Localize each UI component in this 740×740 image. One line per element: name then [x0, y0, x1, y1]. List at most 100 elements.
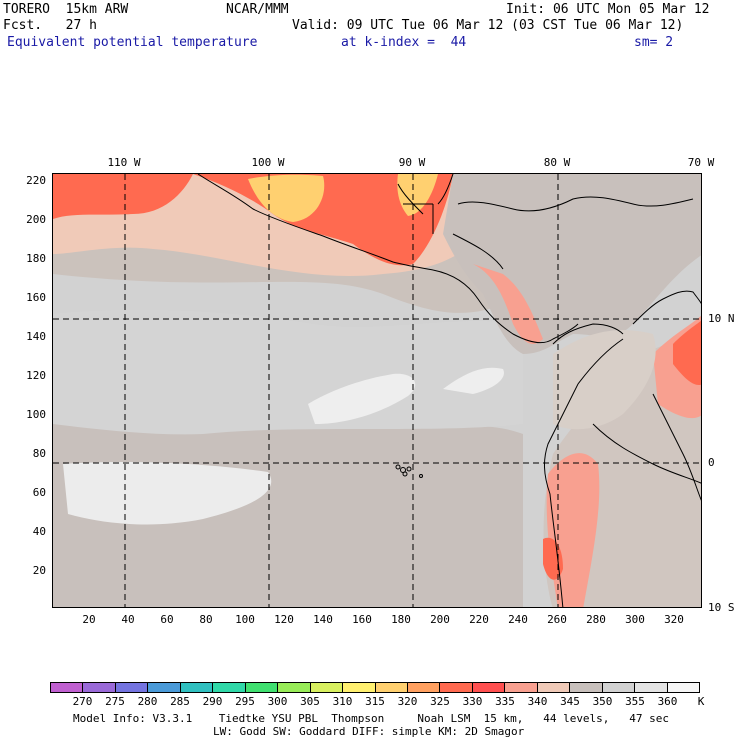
coast-venezuela [632, 290, 701, 325]
physics-info-line: LW: Godd SW: Goddard DIFF: simple KM: 2D… [213, 725, 525, 738]
y-tick-100: 100 [26, 408, 46, 421]
color-swatch-12 [440, 683, 473, 692]
lat-label-10s: 10 S [708, 601, 735, 614]
coast-south-america-west [544, 338, 624, 607]
theta-e-map [53, 174, 701, 607]
x-tick-200: 200 [430, 613, 450, 626]
lat-label-0: 0 [708, 456, 715, 469]
color-swatch-14 [505, 683, 538, 692]
y-tick-180: 180 [26, 252, 46, 265]
x-tick-280: 280 [586, 613, 606, 626]
x-tick-240: 240 [508, 613, 528, 626]
color-swatch-18 [635, 683, 668, 692]
color-legend-label-310: 310 [332, 695, 353, 708]
y-tick-20: 20 [32, 564, 46, 577]
coast-mexico [197, 174, 434, 271]
model-title: TORERO 15km ARW [3, 2, 129, 17]
color-swatch-2 [115, 683, 149, 692]
color-legend-label-340: 340 [527, 695, 548, 708]
lon-label-90w: 90 W [398, 156, 426, 169]
org-label: NCAR/MMM [226, 2, 289, 17]
lon-label-80w: 80 W [543, 156, 571, 169]
border-colombia-peru [592, 423, 701, 484]
yellow-core-peninsula [397, 174, 438, 216]
color-swatch-8 [310, 683, 344, 692]
white-patch-west [63, 461, 272, 525]
x-tick-100: 100 [235, 613, 255, 626]
white-patch-east [443, 367, 504, 394]
y-tick-200: 200 [26, 213, 46, 226]
color-legend-label-290: 290 [202, 695, 223, 708]
x-tick-180: 180 [391, 613, 411, 626]
y-tick-120: 120 [26, 369, 46, 382]
color-legend-label-280: 280 [137, 695, 158, 708]
galapagos-islands [395, 464, 423, 478]
map-panel [52, 173, 702, 608]
x-tick-120: 120 [274, 613, 294, 626]
coast-central-america [432, 269, 579, 344]
x-tick-60: 60 [160, 613, 174, 626]
color-swatch-19 [667, 683, 700, 692]
color-legend-label-345: 345 [560, 695, 580, 708]
x-tick-220: 220 [469, 613, 489, 626]
color-legend-label-320: 320 [397, 695, 418, 708]
lon-label-70w: 70 W [687, 156, 715, 169]
field-name: Equivalent potential temperature [7, 35, 258, 50]
color-swatch-5 [213, 683, 246, 692]
color-legend-label-295: 295 [235, 695, 255, 708]
y-tick-220: 220 [26, 174, 46, 187]
color-swatch-6 [245, 683, 279, 692]
color-legend-label-315: 315 [365, 695, 385, 708]
color-swatch-3 [148, 683, 181, 692]
red-east-land [673, 320, 701, 385]
color-legend-label-355: 355 [625, 695, 645, 708]
color-legend-label-305: 305 [300, 695, 320, 708]
border-brazil [652, 393, 701, 501]
light-patch-central [53, 309, 523, 435]
x-tick-80: 80 [199, 613, 213, 626]
tan-colombia [553, 330, 656, 430]
valid-time: Valid: 09 UTC Tue 06 Mar 12 (03 CST Tue … [292, 18, 684, 33]
y-tick-40: 40 [32, 525, 46, 538]
color-legend-bar [50, 682, 700, 693]
color-swatch-7 [278, 683, 311, 692]
y-tick-80: 80 [32, 447, 46, 460]
color-legend-label-350: 350 [592, 695, 613, 708]
color-swatch-10 [375, 683, 408, 692]
coastlines [197, 174, 701, 607]
color-swatch-13 [472, 683, 506, 692]
init-time: Init: 06 UTC Mon 05 Mar 12 [506, 2, 710, 17]
color-legend-unit: K [697, 695, 705, 708]
color-legend-label-325: 325 [430, 695, 450, 708]
color-swatch-0 [51, 683, 84, 692]
x-tick-20: 20 [82, 613, 96, 626]
color-legend-label-360: 360 [657, 695, 678, 708]
color-legend-label-275: 275 [105, 695, 125, 708]
lat-label-10n: 10 N [708, 312, 735, 325]
color-legend-label-335: 335 [495, 695, 515, 708]
x-tick-160: 160 [352, 613, 372, 626]
x-tick-300: 300 [625, 613, 645, 626]
color-swatch-17 [602, 683, 636, 692]
color-swatch-11 [407, 683, 441, 692]
red-region-northwest [53, 174, 193, 219]
y-tick-160: 160 [26, 291, 46, 304]
color-legend-label-285: 285 [170, 695, 190, 708]
salmon-land-north [473, 264, 543, 344]
y-tick-60: 60 [32, 486, 46, 499]
x-tick-320: 320 [664, 613, 684, 626]
level-label: at k-index = 44 [341, 35, 467, 50]
white-patch-center [308, 373, 416, 424]
land-central-america [443, 174, 701, 354]
coast-panama [552, 323, 624, 345]
lon-label-110w: 110 W [107, 156, 141, 169]
x-tick-140: 140 [313, 613, 333, 626]
color-legend-label-330: 330 [462, 695, 483, 708]
color-swatch-4 [180, 683, 214, 692]
coast-caribbean [457, 196, 694, 212]
color-legend-label-270: 270 [72, 695, 93, 708]
coast-yucatan [437, 174, 454, 205]
border-lines [397, 183, 504, 270]
color-swatch-16 [570, 683, 603, 692]
y-tick-140: 140 [26, 330, 46, 343]
